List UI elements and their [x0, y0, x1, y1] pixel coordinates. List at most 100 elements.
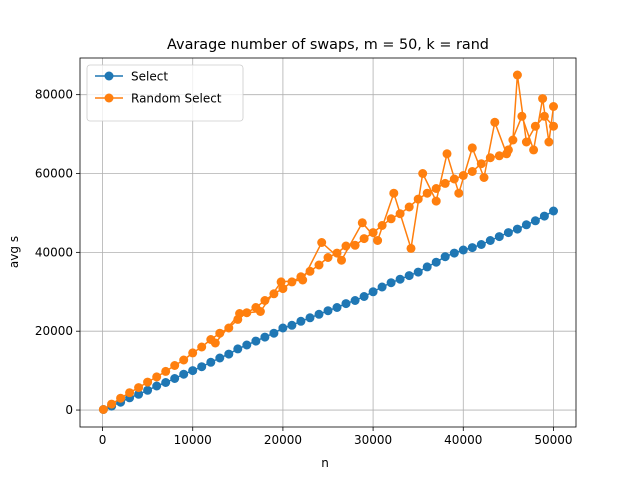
- data-point: [431, 196, 441, 206]
- data-point: [431, 257, 441, 267]
- data-point: [359, 292, 369, 301]
- data-point: [404, 202, 414, 212]
- data-point: [377, 282, 387, 292]
- data-point: [152, 381, 162, 391]
- data-point: [422, 188, 432, 198]
- data-point: [539, 111, 549, 121]
- series-1: [98, 206, 558, 414]
- data-point: [235, 309, 245, 318]
- data-point: [386, 278, 396, 288]
- data-point: [406, 243, 416, 253]
- data-point: [530, 216, 540, 226]
- legend: Select Random Select: [86, 64, 244, 122]
- x-tick-label: 50000: [534, 433, 572, 447]
- data-point: [440, 178, 450, 188]
- data-point: [467, 167, 477, 176]
- data-point: [287, 277, 297, 287]
- data-point: [323, 306, 333, 316]
- data-point: [521, 137, 531, 147]
- data-point: [479, 173, 489, 182]
- data-point: [418, 169, 428, 178]
- data-point: [485, 236, 495, 245]
- data-point: [125, 388, 135, 398]
- data-point: [197, 342, 207, 352]
- data-point: [305, 313, 315, 323]
- data-point: [161, 378, 171, 387]
- data-point: [287, 320, 297, 330]
- data-point: [458, 245, 468, 255]
- data-point: [337, 255, 346, 265]
- data-point: [350, 240, 360, 250]
- data-point: [296, 316, 306, 326]
- data-point: [233, 344, 243, 354]
- data-point: [476, 240, 486, 249]
- data-point: [276, 277, 286, 287]
- x-tick-label: 30000: [354, 433, 392, 447]
- data-point: [454, 188, 464, 198]
- data-point: [529, 145, 539, 155]
- data-point: [549, 206, 558, 216]
- data-point: [422, 262, 432, 272]
- y-axis-ticks: 0 20000 40000 60000 80000: [35, 88, 80, 417]
- data-point: [350, 296, 360, 305]
- data-point: [143, 377, 153, 387]
- data-point: [188, 366, 198, 376]
- y-tick-label: 60000: [35, 167, 73, 181]
- legend-box: [86, 64, 244, 122]
- data-point: [134, 389, 144, 399]
- x-tick-label: 40000: [444, 433, 482, 447]
- x-axis-label: n: [321, 456, 329, 470]
- grid-lines: [80, 58, 576, 427]
- data-point: [538, 94, 548, 104]
- data-point: [549, 102, 558, 111]
- series-3: [210, 94, 558, 348]
- data-point: [467, 143, 477, 153]
- data-point: [152, 372, 162, 382]
- data-point: [179, 369, 189, 379]
- data-point: [341, 299, 351, 309]
- data-point: [314, 309, 324, 319]
- legend-label: Random Select: [131, 92, 222, 106]
- data-point: [134, 383, 144, 393]
- data-point: [210, 338, 220, 348]
- data-point: [206, 357, 216, 367]
- data-point: [98, 405, 108, 414]
- data-point: [170, 361, 180, 370]
- data-point: [242, 340, 252, 350]
- y-axis-label: avg s: [7, 236, 21, 268]
- data-point: [512, 224, 522, 234]
- series-line: [102, 74, 555, 411]
- data-point: [386, 214, 396, 224]
- legend-marker: [104, 93, 114, 103]
- x-tick-label: 10000: [174, 433, 212, 447]
- x-tick-label: 0: [99, 433, 107, 447]
- data-point: [539, 211, 549, 221]
- chart-title: Avarage number of swaps, m = 50, k = ran…: [167, 37, 489, 53]
- data-point: [170, 374, 180, 383]
- data-point: [197, 362, 207, 372]
- data-point: [503, 228, 513, 238]
- axes-frame: [79, 57, 577, 428]
- data-point: [314, 260, 324, 270]
- data-point: [490, 117, 500, 127]
- data-point: [269, 328, 279, 338]
- x-axis-ticks: 0 10000 20000 30000 40000 50000: [99, 427, 573, 447]
- data-point: [143, 385, 153, 395]
- data-point: [449, 248, 459, 258]
- data-point: [255, 307, 265, 316]
- data-point: [224, 349, 234, 359]
- data-point: [317, 238, 327, 247]
- y-tick-label: 20000: [35, 324, 73, 338]
- data-point: [251, 336, 261, 346]
- data-point: [161, 366, 171, 376]
- data-point: [179, 355, 189, 365]
- data-point: [494, 232, 504, 242]
- legend-marker: [104, 71, 114, 81]
- y-tick-label: 40000: [35, 245, 73, 259]
- legend-label: Select: [131, 70, 168, 84]
- plot-series: [98, 70, 558, 414]
- data-point: [323, 253, 333, 262]
- data-point: [368, 228, 378, 238]
- data-point: [188, 348, 198, 358]
